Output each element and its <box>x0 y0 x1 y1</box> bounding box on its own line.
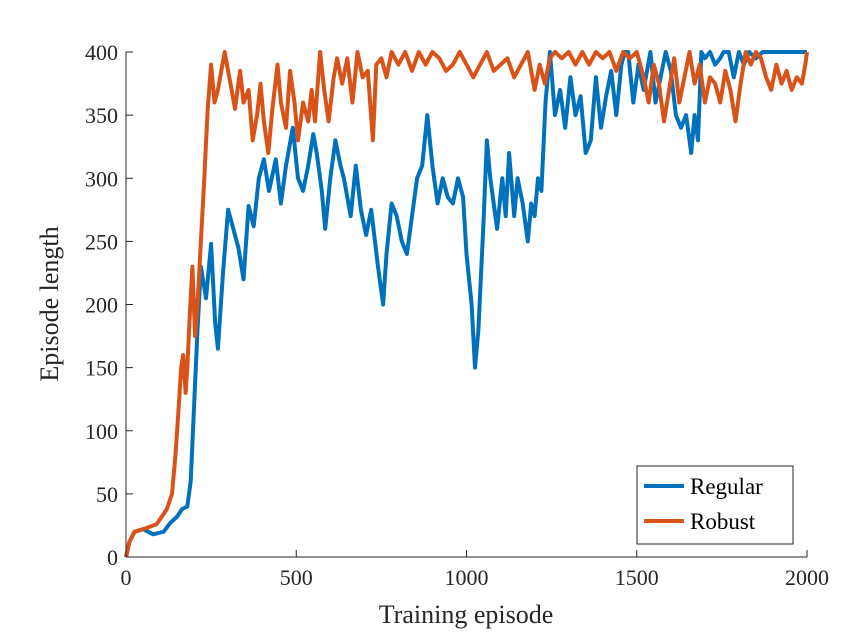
legend-box <box>636 465 794 545</box>
legend: Regular Robust <box>636 465 794 545</box>
x-tick-label: 0 <box>121 565 132 590</box>
legend-label-robust: Robust <box>690 509 756 534</box>
y-tick-label: 350 <box>85 103 118 128</box>
y-tick-label: 150 <box>85 356 118 381</box>
x-axis-title: Training episode <box>379 600 554 629</box>
y-tick-label: 0 <box>107 545 118 570</box>
y-tick-label: 200 <box>85 293 118 318</box>
series-line-robust <box>124 50 809 558</box>
x-tick-label: 1000 <box>445 565 489 590</box>
x-tick-label: 500 <box>280 565 313 590</box>
series-line-regular <box>124 50 807 558</box>
y-tick-label: 300 <box>85 166 118 191</box>
y-tick-label: 50 <box>96 482 118 507</box>
y-tick-label: 400 <box>85 40 118 65</box>
x-tick-label: 2000 <box>785 565 829 590</box>
y-tick-label: 100 <box>85 419 118 444</box>
y-ticks: 0 50 100 150 200 250 300 350 400 <box>85 40 133 570</box>
legend-label-regular: Regular <box>690 474 763 499</box>
x-tick-label: 1500 <box>615 565 659 590</box>
y-axis-title: Episode length <box>35 226 64 381</box>
y-tick-label: 250 <box>85 229 118 254</box>
x-ticks: 0 500 1000 1500 2000 <box>121 550 829 590</box>
series-layer <box>124 50 809 558</box>
